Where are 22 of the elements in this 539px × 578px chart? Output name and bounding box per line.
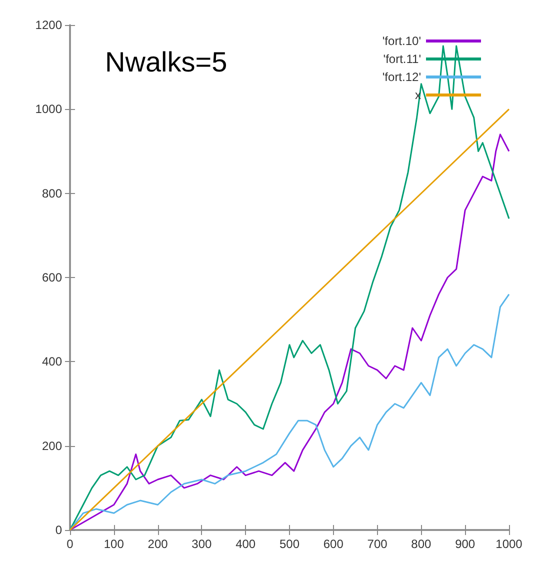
y-tick-label: 800 [42, 186, 62, 200]
y-tick-label: 400 [42, 354, 62, 369]
x-tick-label: 700 [367, 537, 388, 551]
legend-label: 'fort.11' [383, 52, 421, 66]
x-tick-label: 600 [323, 537, 344, 551]
x-tick-label: 100 [104, 537, 124, 551]
y-tick-label: 600 [42, 270, 62, 284]
legend-label: 'fort.10' [382, 34, 421, 48]
x-tick-label: 0 [66, 537, 74, 551]
x-tick-label: 800 [411, 537, 432, 551]
x-tick-label: 200 [148, 537, 168, 551]
y-tick-label: 1200 [35, 18, 62, 32]
x-tick-label: 300 [192, 537, 212, 551]
annotation: Nwalks=5 [105, 46, 228, 78]
x-tick-label: 500 [279, 537, 300, 551]
x-tick-label: 900 [455, 537, 476, 551]
y-tick-label: 1000 [35, 102, 62, 116]
y-tick-label: 0 [55, 523, 62, 537]
x-tick-label: 400 [236, 537, 256, 551]
x-tick-label: 1000 [496, 537, 523, 551]
legend-label: 'fort.12' [382, 70, 421, 84]
y-tick-label: 200 [42, 438, 62, 453]
